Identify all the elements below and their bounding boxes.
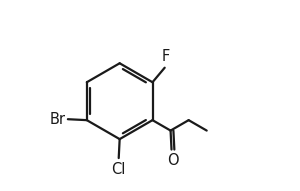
Text: O: O [167,153,179,168]
Text: Br: Br [50,112,66,127]
Text: Cl: Cl [112,162,126,177]
Text: F: F [161,49,170,64]
